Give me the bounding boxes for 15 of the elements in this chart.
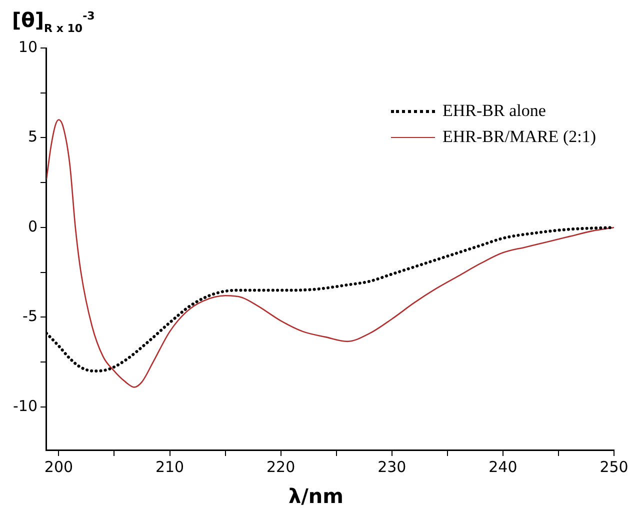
x-tick-label: 240 — [488, 458, 518, 476]
y-tick-label: -10 — [13, 396, 38, 415]
x-tick-label: 210 — [155, 458, 184, 476]
x-tick-label: 230 — [378, 458, 406, 476]
legend-label: EHR-BR/MARE (2:1) — [442, 127, 596, 147]
x-axis-title: λ/nm — [287, 484, 345, 508]
legend-label: EHR-BR alone — [442, 101, 546, 121]
y-tick-label: 0 — [28, 217, 38, 236]
y-tick-label: 5 — [28, 128, 38, 146]
y-tick-label: -5 — [22, 307, 38, 326]
y-tick-label: 10 — [18, 38, 38, 56]
x-tick-label: 200 — [44, 458, 74, 476]
x-tick-label: 220 — [266, 458, 296, 476]
x-tick-label: 250 — [600, 458, 628, 476]
line-series — [46, 119, 614, 388]
